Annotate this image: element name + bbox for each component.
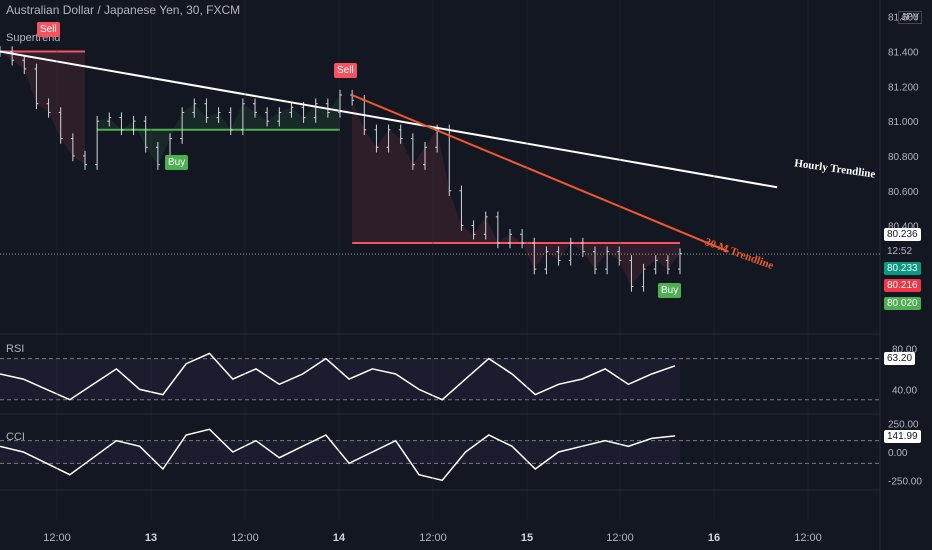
price-pane[interactable]: [0, 46, 880, 292]
time-tick: 14: [333, 532, 346, 544]
rsi-tick: 80.00: [892, 344, 917, 355]
price-tick: 81.200: [888, 82, 919, 93]
sell-signal-badge[interactable]: Sell: [37, 22, 60, 37]
axis-layer: 81.600 81.400 81.200 81.000 80.800 80.600 80.4…: [43, 0, 922, 544]
cci-tick: 250.00: [888, 420, 919, 431]
time-tick: 12:00: [794, 532, 822, 544]
price-tick: 81.600: [888, 13, 919, 24]
sell-signal-badge[interactable]: Sell: [334, 63, 357, 78]
time-tick: 12:00: [43, 532, 71, 544]
cci-pane[interactable]: [0, 428, 880, 482]
supertrend-fill-2: [352, 100, 680, 287]
last-price-label[interactable]: 80.236: [884, 228, 921, 241]
red-level-label[interactable]: 80.216: [884, 279, 921, 292]
rsi-label[interactable]: RSI: [6, 343, 25, 355]
cci-label[interactable]: CCI: [6, 431, 25, 443]
symbol-title[interactable]: Australian Dollar / Japanese Yen, 30, FX…: [6, 3, 241, 17]
buy-signal-badge[interactable]: Buy: [165, 155, 189, 170]
rsi-tick: 40.00: [892, 385, 917, 396]
countdown-label[interactable]: 12:52: [884, 245, 916, 258]
supertrend-value-label[interactable]: 80.233: [884, 262, 921, 275]
price-tick: 80.600: [888, 187, 919, 198]
price-tick: 81.400: [888, 48, 919, 59]
buy-signal-badge[interactable]: Buy: [658, 283, 682, 298]
time-tick: 15: [521, 532, 533, 544]
currency-label[interactable]: JPY: [898, 11, 923, 24]
cci-tick: 0.00: [888, 448, 908, 459]
rsi-line: [0, 352, 676, 401]
rsi-band: [0, 358, 680, 400]
cci-line: [0, 428, 676, 482]
cci-tick: -250.00: [888, 476, 922, 487]
time-tick: 12:00: [419, 532, 447, 544]
chart-title: Australian Dollar / Japanese Yen, 30, FX…: [6, 3, 240, 17]
price-tick: 80.400: [888, 222, 919, 233]
time-tick: 12:00: [231, 532, 259, 544]
cci-value-label[interactable]: 141.99: [884, 430, 921, 443]
price-tick: 81.000: [888, 117, 919, 128]
time-tick: 16: [708, 532, 720, 544]
rsi-pane[interactable]: [0, 352, 880, 401]
rsi-value-label[interactable]: 63.20: [884, 352, 916, 365]
supertrend-fill-0: [0, 51, 85, 165]
price-tick: 80.800: [888, 152, 919, 163]
green-level-label[interactable]: 80.020: [884, 297, 921, 310]
m30-trendline: [351, 94, 729, 253]
time-tick: 13: [145, 532, 157, 544]
hourly-trendline: [0, 50, 778, 189]
time-tick: 12:00: [606, 532, 634, 544]
